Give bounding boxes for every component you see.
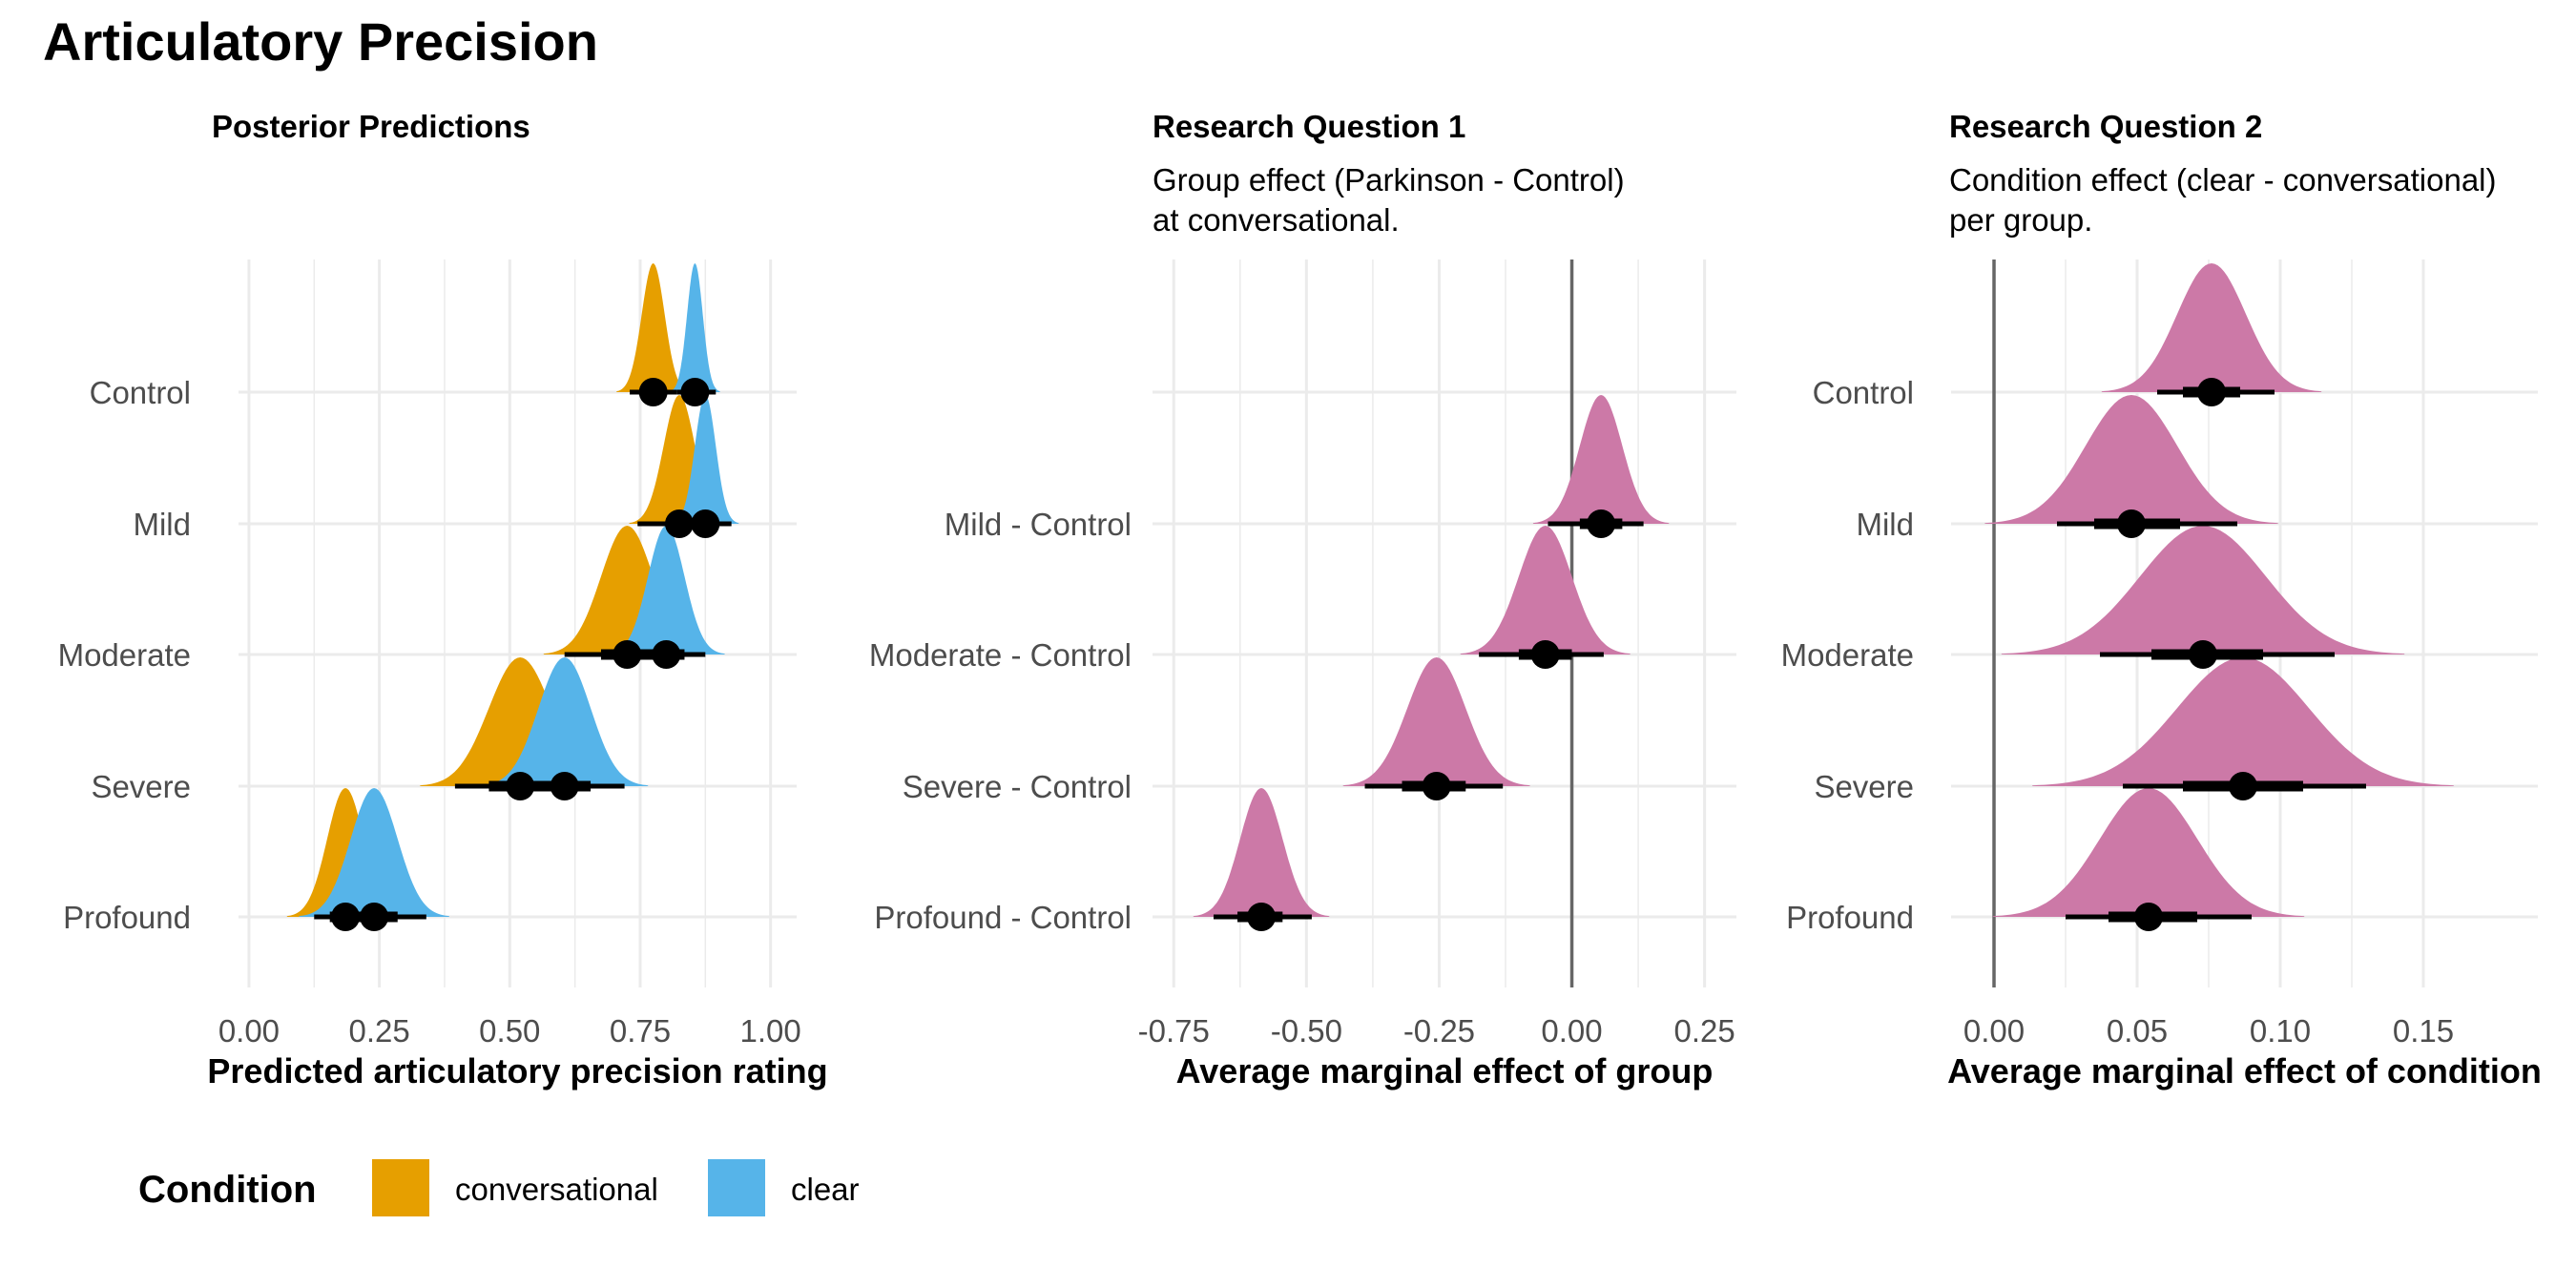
y-tick-label: Control xyxy=(90,375,191,410)
median-point-clear xyxy=(652,640,681,669)
density-effect xyxy=(1992,788,2305,917)
panel-title: Research Question 1 xyxy=(1153,109,1465,144)
y-tick-label: Control xyxy=(1813,375,1914,410)
x-tick-label: 0.00 xyxy=(1963,1013,2025,1049)
density-effect xyxy=(2032,657,2454,786)
panel-title: Research Question 2 xyxy=(1949,109,2262,144)
x-tick-label: -0.25 xyxy=(1403,1013,1475,1049)
median-point-effect xyxy=(1422,772,1451,800)
x-tick-label: 0.75 xyxy=(610,1013,671,1049)
x-tick-label: -0.50 xyxy=(1271,1013,1342,1049)
median-point-conversational xyxy=(664,509,694,538)
x-tick-label: 0.25 xyxy=(1674,1013,1735,1049)
median-point-effect xyxy=(1247,903,1277,931)
panel-posterior xyxy=(239,260,797,987)
panel-rq2 xyxy=(1951,260,2538,987)
panel-subtitle: Condition effect (clear - conversational… xyxy=(1949,162,2497,197)
panel-subtitle: at conversational. xyxy=(1153,202,1400,238)
density-effect xyxy=(2001,526,2405,654)
legend-swatch-clear xyxy=(708,1159,765,1216)
density-clear xyxy=(299,788,449,917)
x-tick-label: 1.00 xyxy=(740,1013,801,1049)
density-effect xyxy=(1984,395,2278,524)
legend-swatch-conversational xyxy=(372,1159,429,1216)
x-axis-title: Average marginal effect of condition xyxy=(1947,1051,2542,1091)
x-tick-label: 0.00 xyxy=(218,1013,280,1049)
median-point-effect xyxy=(2229,772,2257,800)
y-tick-label: Severe xyxy=(1814,769,1914,804)
legend-title: Condition xyxy=(138,1169,317,1211)
x-tick-label: 0.25 xyxy=(348,1013,409,1049)
y-tick-label: Mild xyxy=(1856,507,1914,542)
y-tick-label: Moderate xyxy=(1781,637,1914,673)
median-point-effect xyxy=(1587,509,1616,538)
density-conversational xyxy=(616,263,691,392)
panel-subtitle: Group effect (Parkinson - Control) xyxy=(1153,162,1625,197)
x-tick-label: 0.10 xyxy=(2250,1013,2311,1049)
y-tick-label: Severe - Control xyxy=(903,769,1132,804)
legend-label: clear xyxy=(791,1172,860,1207)
median-point-effect xyxy=(2117,509,2146,538)
median-point-clear xyxy=(680,378,710,406)
x-tick-label: 0.00 xyxy=(1541,1013,1602,1049)
density-effect xyxy=(1460,526,1631,654)
median-point-conversational xyxy=(638,378,668,406)
panel-subtitle: per group. xyxy=(1949,202,2092,238)
panel-rq1 xyxy=(1153,260,1736,987)
x-axis-title: Predicted articulatory precision rating xyxy=(207,1051,827,1091)
median-point-clear xyxy=(691,509,720,538)
density-effect xyxy=(1342,657,1530,786)
y-tick-label: Severe xyxy=(91,769,191,804)
y-tick-label: Profound xyxy=(63,900,191,935)
y-tick-label: Moderate xyxy=(58,637,191,673)
density-effect xyxy=(2101,263,2322,392)
median-point-clear xyxy=(360,903,389,931)
x-tick-label: -0.75 xyxy=(1138,1013,1210,1049)
y-tick-label: Profound - Control xyxy=(874,900,1132,935)
x-tick-label: 0.15 xyxy=(2393,1013,2454,1049)
panel-title: Posterior Predictions xyxy=(212,109,530,144)
density-clear xyxy=(670,263,720,392)
legend-label: conversational xyxy=(455,1172,658,1207)
x-tick-label: 0.50 xyxy=(479,1013,540,1049)
density-clear xyxy=(481,657,649,786)
median-point-effect xyxy=(2197,378,2226,406)
median-point-effect xyxy=(2189,640,2217,669)
x-tick-label: 0.05 xyxy=(2107,1013,2168,1049)
y-tick-label: Mild xyxy=(133,507,191,542)
median-point-clear xyxy=(550,772,579,800)
density-clear xyxy=(608,526,725,654)
density-effect xyxy=(1193,788,1330,917)
legend xyxy=(372,1159,765,1216)
x-axis-title: Average marginal effect of group xyxy=(1176,1051,1714,1091)
y-tick-label: Moderate - Control xyxy=(869,637,1132,673)
figure-title: Articulatory Precision xyxy=(43,11,598,72)
density-clear xyxy=(672,395,739,524)
y-tick-label: Profound xyxy=(1786,900,1914,935)
y-tick-label: Mild - Control xyxy=(945,507,1132,542)
density-effect xyxy=(1532,395,1670,524)
median-point-effect xyxy=(1530,640,1560,669)
median-point-effect xyxy=(2134,903,2163,931)
